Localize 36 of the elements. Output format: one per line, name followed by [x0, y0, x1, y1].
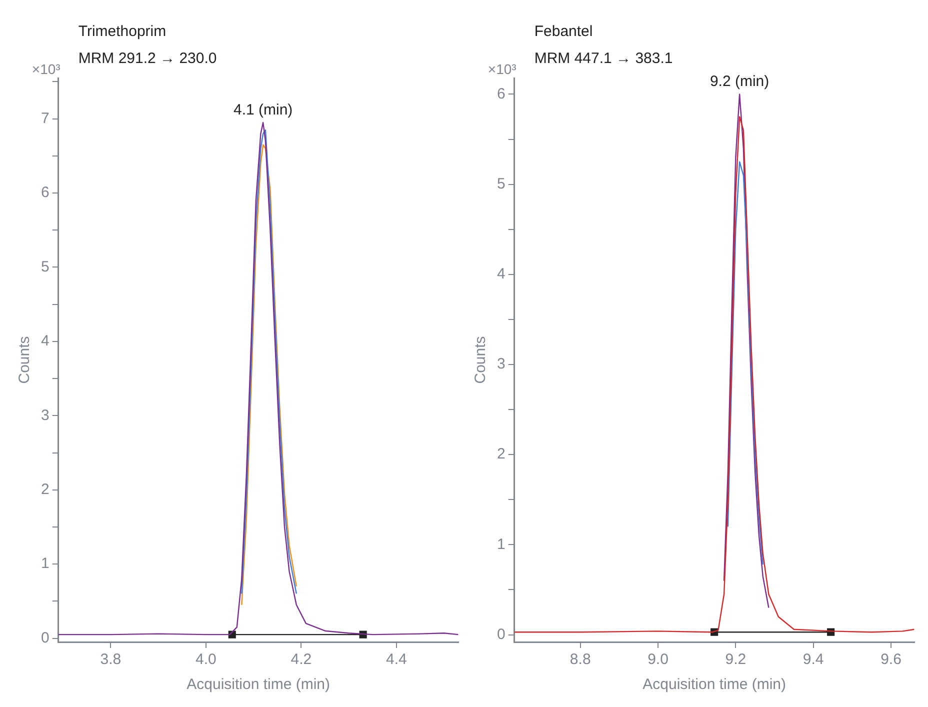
- y-tick-label: 2: [41, 481, 50, 498]
- y-tick-label: 5: [497, 175, 506, 192]
- y-axis-title: Counts: [16, 336, 34, 384]
- x-tick-label: 9.2: [725, 651, 746, 668]
- y-tick-label: 3: [497, 356, 506, 373]
- y-tick-label: 0: [497, 626, 506, 643]
- y-tick-label: 2: [497, 446, 506, 463]
- y-tick-label: 6: [497, 85, 506, 102]
- annotation: 4.1 (min): [233, 102, 293, 119]
- x-axis-title: Acquisition time (min): [186, 676, 330, 694]
- y-tick-label: 6: [41, 184, 50, 202]
- x-tick-label: 9.0: [648, 651, 668, 668]
- text: ×10³: [488, 61, 517, 77]
- chart-subtitle: MRM 447.1 → 383.1: [534, 50, 673, 67]
- text: ×10³: [32, 61, 61, 77]
- y-tick-label: 4: [41, 332, 50, 350]
- chart-title: Trimethoprim: [78, 23, 166, 40]
- x-tick-label: 9.4: [802, 651, 824, 668]
- y-tick-label: 3: [41, 406, 50, 424]
- y-tick-label: 7: [41, 110, 50, 127]
- x-tick-label: 4.2: [290, 651, 312, 668]
- y-tick-label: 1: [41, 555, 50, 572]
- x-tick-label: 4.4: [386, 651, 407, 668]
- x-tick-label: 8.8: [570, 651, 591, 668]
- annotation: 9.2 (min): [710, 73, 770, 90]
- chart-subtitle: MRM 291.2 → 230.0: [78, 50, 217, 67]
- chart-title: Febantel: [534, 23, 593, 40]
- x-tick-label: 9.6: [880, 651, 902, 668]
- x-tick-label: 3.8: [100, 651, 122, 668]
- y-tick-label: 1: [497, 536, 506, 553]
- y-tick-label: 5: [41, 258, 50, 276]
- y-axis-title: Counts: [472, 336, 490, 384]
- x-tick-label: 4.0: [196, 651, 216, 668]
- y-tick-label: 4: [497, 266, 506, 283]
- x-axis-title: Acquisition time (min): [642, 676, 786, 694]
- y-tick-label: 0: [41, 629, 50, 646]
